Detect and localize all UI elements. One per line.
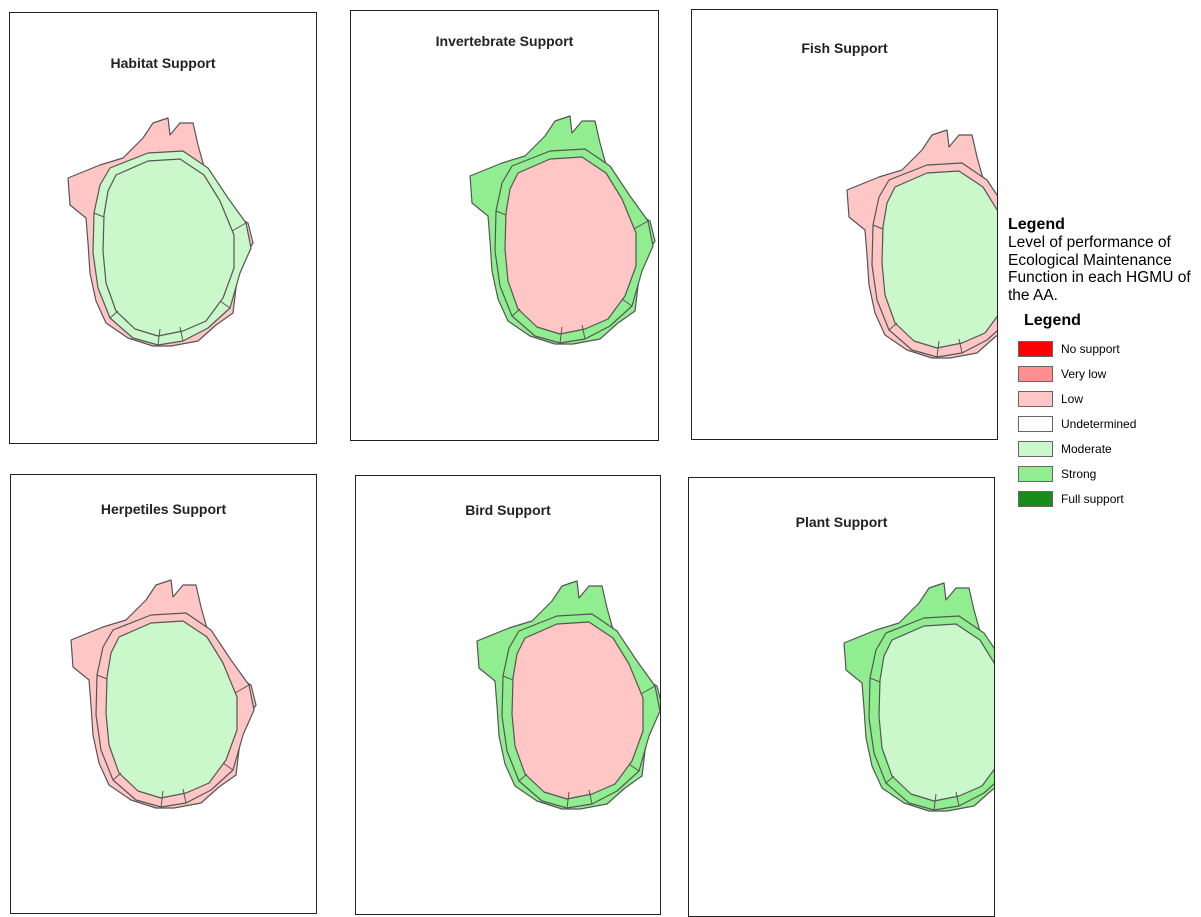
legend-item: Full support (1018, 486, 1198, 511)
map-panel-plant: Plant Support (688, 477, 995, 917)
hgmu-boundary (518, 773, 528, 782)
hgmu-core (511, 621, 644, 800)
hgmu-boundary (640, 685, 656, 695)
legend-item: Low (1018, 386, 1198, 411)
map-panel-invertebrate: Invertebrate Support (350, 10, 659, 441)
hgmu-boundary (219, 300, 231, 309)
hgmu-boundary (933, 793, 937, 811)
hgmu-boundary (936, 340, 940, 358)
wetland-map-fish (846, 129, 997, 359)
legend-swatch (1018, 340, 1053, 357)
wetland-map-herpetiles (70, 579, 257, 809)
legend-label: Low (1061, 391, 1084, 406)
wetland-map-habitat (67, 117, 254, 347)
wetland-polygons (67, 117, 254, 347)
legend-label: Strong (1061, 466, 1097, 481)
map-title-herpetiles: Herpetiles Support (100, 501, 227, 517)
hgmu-core (504, 156, 637, 335)
wetland-map-invertebrate (469, 115, 656, 345)
hgmu-boundary (112, 772, 122, 781)
legend-item: Strong (1018, 461, 1198, 486)
hgmu-core (102, 158, 235, 337)
hgmu-core (878, 623, 994, 802)
hgmu-boundary (234, 684, 250, 694)
hgmu-boundary (96, 674, 108, 680)
map-title-fish: Fish Support (801, 40, 888, 56)
wetland-polygons (843, 582, 994, 812)
hgmu-boundary (628, 763, 640, 772)
legend-heading: Legend (1008, 216, 1065, 233)
hgmu-boundary (581, 324, 586, 340)
map-panel-fish: Fish Support (691, 9, 998, 440)
legend-label: No support (1061, 341, 1120, 356)
map-panel-herpetiles: Herpetiles Support (10, 474, 317, 914)
hgmu-boundary (633, 220, 649, 230)
legend-swatch (1018, 490, 1053, 507)
hgmu-boundary (160, 790, 164, 808)
hgmu-boundary (109, 310, 119, 319)
legend-label: Full support (1061, 491, 1124, 506)
legend-item: Undetermined (1018, 411, 1198, 436)
map-title-habitat: Habitat Support (110, 55, 216, 71)
legend-label: Moderate (1061, 441, 1112, 456)
legend-swatch (1018, 465, 1053, 482)
wetland-polygons (846, 129, 997, 359)
wetland-polygons (476, 580, 660, 810)
legend: Legend Level of performance of Ecologica… (1008, 216, 1198, 511)
legend-item: Very low (1018, 361, 1198, 386)
wetland-map-bird (476, 580, 660, 810)
hgmu-boundary (566, 791, 570, 809)
legend-swatch (1018, 415, 1053, 432)
hgmu-boundary (495, 210, 507, 216)
hgmu-boundary (222, 762, 234, 771)
hgmu-boundary (179, 326, 184, 342)
legend-list: No support Very low Low Undetermined Moderat… (1018, 336, 1198, 511)
hgmu-core (881, 170, 997, 349)
map-title-plant: Plant Support (795, 514, 888, 530)
legend-item: Moderate (1018, 436, 1198, 461)
map-title-bird: Bird Support (465, 502, 551, 518)
hgmu-boundary (885, 775, 895, 784)
hgmu-boundary (157, 328, 161, 346)
wetland-polygons (469, 115, 656, 345)
hgmu-boundary (93, 212, 105, 218)
legend-swatch (1018, 365, 1053, 382)
hgmu-boundary (958, 338, 963, 354)
hgmu-boundary (559, 326, 563, 344)
hgmu-boundary (955, 791, 960, 807)
hgmu-boundary (231, 222, 247, 232)
legend-item: No support (1018, 336, 1198, 361)
hgmu-boundary (588, 789, 593, 805)
hgmu-boundary (621, 298, 633, 307)
wetland-map-plant (843, 582, 994, 812)
wetland-polygons (70, 579, 257, 809)
legend-subheading: Legend (1024, 312, 1081, 329)
map-title-invertebrate: Invertebrate Support (435, 33, 574, 49)
legend-label: Undetermined (1061, 416, 1137, 431)
legend-swatch (1018, 440, 1053, 457)
hgmu-boundary (869, 677, 881, 683)
hgmu-boundary (502, 675, 514, 681)
hgmu-boundary (182, 788, 187, 804)
map-panel-habitat: Habitat Support (9, 12, 317, 444)
hgmu-boundary (888, 322, 898, 331)
map-panel-bird: Bird Support (355, 475, 661, 915)
legend-label: Very low (1061, 366, 1107, 381)
hgmu-boundary (872, 224, 884, 230)
hgmu-boundary (511, 308, 521, 317)
legend-description: Level of performance of Ecological Maint… (1008, 234, 1191, 304)
hgmu-core (105, 620, 238, 799)
legend-swatch (1018, 390, 1053, 407)
